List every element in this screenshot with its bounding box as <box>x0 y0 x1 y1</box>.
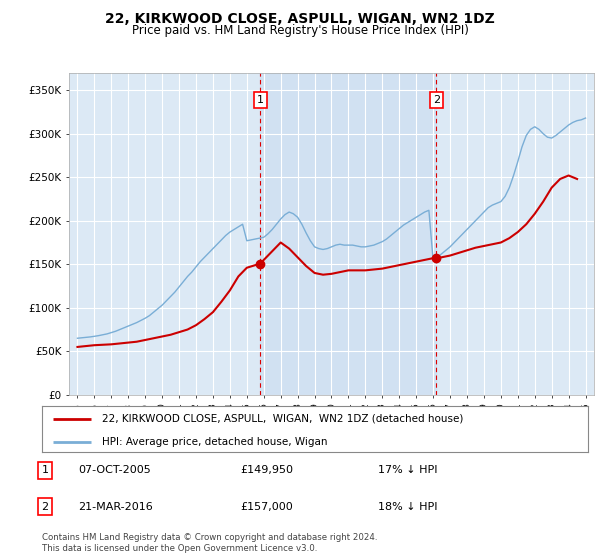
Text: 1: 1 <box>41 465 49 475</box>
Text: £149,950: £149,950 <box>240 465 293 475</box>
Text: 18% ↓ HPI: 18% ↓ HPI <box>378 502 437 512</box>
Text: 22, KIRKWOOD CLOSE, ASPULL, WIGAN, WN2 1DZ: 22, KIRKWOOD CLOSE, ASPULL, WIGAN, WN2 1… <box>105 12 495 26</box>
Text: 1: 1 <box>257 95 264 105</box>
Text: 22, KIRKWOOD CLOSE, ASPULL,  WIGAN,  WN2 1DZ (detached house): 22, KIRKWOOD CLOSE, ASPULL, WIGAN, WN2 1… <box>102 414 463 424</box>
Text: Contains HM Land Registry data © Crown copyright and database right 2024.
This d: Contains HM Land Registry data © Crown c… <box>42 533 377 553</box>
Bar <box>260 73 436 395</box>
Text: 2: 2 <box>433 95 440 105</box>
Text: 21-MAR-2016: 21-MAR-2016 <box>78 502 153 512</box>
Text: 17% ↓ HPI: 17% ↓ HPI <box>378 465 437 475</box>
Text: £157,000: £157,000 <box>240 502 293 512</box>
Text: HPI: Average price, detached house, Wigan: HPI: Average price, detached house, Wiga… <box>102 437 328 447</box>
Text: Price paid vs. HM Land Registry's House Price Index (HPI): Price paid vs. HM Land Registry's House … <box>131 24 469 37</box>
Text: 07-OCT-2005: 07-OCT-2005 <box>78 465 151 475</box>
Text: 2: 2 <box>41 502 49 512</box>
